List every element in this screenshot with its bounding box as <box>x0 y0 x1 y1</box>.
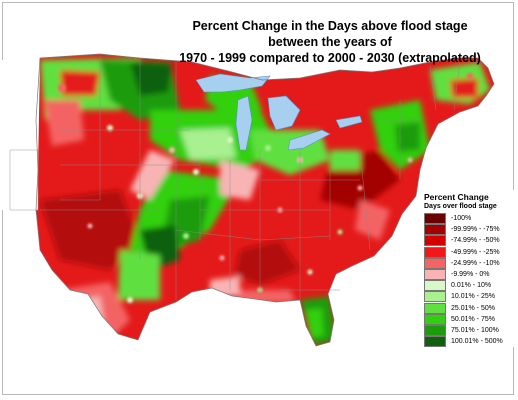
legend-swatch <box>424 213 446 225</box>
legend-label: -9.99% - 0% <box>451 271 490 279</box>
flood-change-surface <box>36 54 494 346</box>
legend-swatch <box>424 224 446 236</box>
state-borders <box>40 56 461 300</box>
legend-label: 100.01% - 500% <box>451 338 503 346</box>
title-line-1: Percent Change in the Days above flood s… <box>192 19 468 33</box>
legend-swatch <box>424 257 446 269</box>
legend-swatch <box>424 235 446 247</box>
legend-item: 50.01% - 75% <box>424 313 514 325</box>
lake-superior <box>195 73 271 93</box>
legend-item: 75.01% - 100% <box>424 324 514 336</box>
legend-item: -99.99% - -75% <box>424 224 514 236</box>
legend-label: -99.99% - -75% <box>451 226 500 234</box>
legend-item: 100.01% - 500% <box>424 336 514 348</box>
legend-item: -74.99% - -50% <box>424 235 514 247</box>
legend-label: 25.01% - 50% <box>451 304 495 312</box>
legend-item: -24.99% - -10% <box>424 257 514 269</box>
legend-label: 75.01% - 100% <box>451 326 499 334</box>
legend-title: Percent Change <box>424 192 489 202</box>
title-line-3: 1970 - 1999 compared to 2000 - 2030 (ext… <box>179 51 481 65</box>
lake-erie <box>287 129 331 151</box>
great-lakes <box>195 73 363 151</box>
legend-item: -49.99% - -25% <box>424 246 514 258</box>
legend-item: 10.01% - 25% <box>424 291 514 303</box>
legend-item: 25.01% - 50% <box>424 302 514 314</box>
legend-label: -100% <box>451 215 472 223</box>
title-line-2: between the years of <box>268 35 392 49</box>
legend-label: 50.01% - 75% <box>451 315 495 323</box>
lake-michigan <box>235 95 253 151</box>
outside-region-box <box>9 149 39 211</box>
legend-swatch <box>424 313 446 325</box>
legend-items: -100% -99.99% - -75% -74.99% - -50% -49.99%… <box>418 213 514 348</box>
lake-ontario <box>335 115 363 129</box>
legend-swatch <box>424 246 446 258</box>
legend-swatch <box>424 336 446 348</box>
legend-item: -9.99% - 0% <box>424 269 514 281</box>
legend-swatch <box>424 291 446 303</box>
legend-swatch <box>424 269 446 281</box>
legend-item: 0.01% - 10% <box>424 280 514 292</box>
legend-swatch <box>424 302 446 314</box>
lake-huron <box>267 95 301 131</box>
legend: Percent Change Days over flood stage -10… <box>418 190 514 348</box>
legend-swatch <box>424 324 446 336</box>
legend-label: -49.99% - -25% <box>451 248 500 256</box>
legend-swatch <box>424 280 446 292</box>
map-title: Percent Change in the Days above flood s… <box>150 18 510 66</box>
legend-subtitle: Days over flood stage <box>424 203 497 210</box>
legend-label: -24.99% - -10% <box>451 259 500 267</box>
us-outline <box>35 53 495 347</box>
legend-label: 10.01% - 25% <box>451 293 495 301</box>
legend-item: -100% <box>424 213 514 225</box>
legend-label: 0.01% - 10% <box>451 282 492 290</box>
legend-label: -74.99% - -50% <box>451 237 500 245</box>
